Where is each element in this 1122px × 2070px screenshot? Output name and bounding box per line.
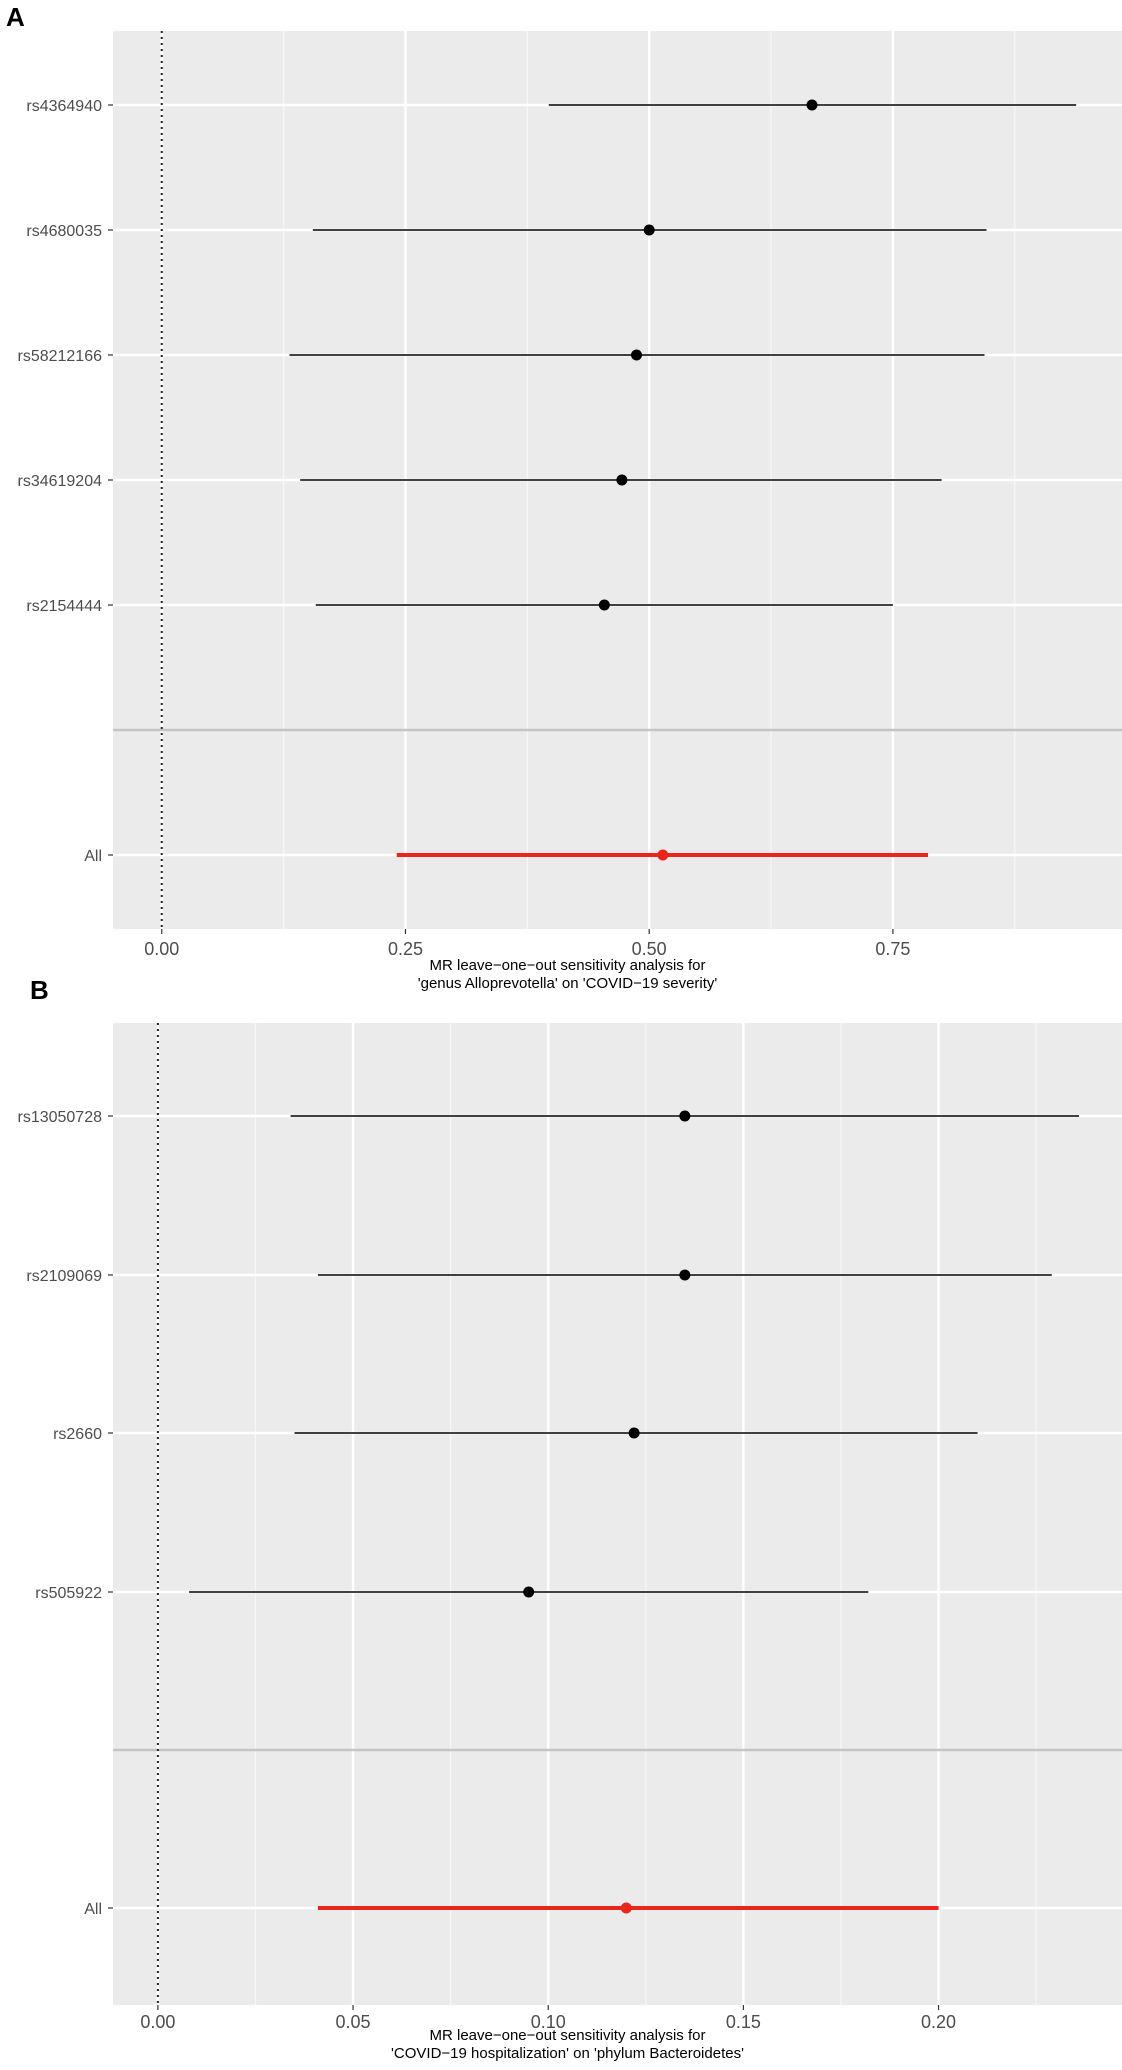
panel-a-overall-label: All — [84, 848, 102, 865]
panel-a-x-axis-label: MR leave−one−out sensitivity analysis fo… — [430, 957, 706, 974]
panel-b-x-tick-label: 0.10 — [531, 2012, 566, 2032]
panel-a-x-axis-label: 'genus Alloprevotella' on 'COVID−19 seve… — [418, 975, 718, 992]
forest-plot-a: rs4364940 rs4680035 rs58212166 rs34619204 rs… — [17, 31, 1122, 992]
panel-b-plot-background — [113, 1023, 1122, 2005]
panel-b-x-axis-label: 'COVID−19 hospitalization' on 'phylum Ba… — [391, 2045, 744, 2062]
panel-b-point-rs13050728 — [679, 1110, 691, 1122]
panel-b-overall-label: All — [84, 1901, 102, 1918]
panel-b-x-tick-label: 0.05 — [336, 2012, 371, 2032]
forest-plot-b: rs13050728 rs2109069 rs2660 rs505922 All 0.00… — [17, 1023, 1122, 2062]
panel-a-letter: A — [6, 2, 25, 32]
panel-a-point-rs2154444 — [598, 599, 610, 611]
panel-a-point-rs4364940 — [806, 99, 818, 111]
panel-b-overall-point — [620, 1902, 632, 1914]
panel-b-letter: B — [30, 975, 49, 1005]
panel-b-row-label: rs505922 — [35, 1585, 102, 1602]
panel-a-row-label: rs4680035 — [26, 223, 102, 240]
panel-a-x-tick-label: 0.75 — [875, 939, 910, 959]
panel-a-row-label: rs4364940 — [26, 98, 102, 115]
panel-b-point-rs505922 — [523, 1586, 535, 1598]
panel-a-overall-point — [657, 849, 669, 861]
panel-b-x-tick-label: 0.15 — [726, 2012, 761, 2032]
panel-b-row-label: rs2660 — [53, 1426, 102, 1443]
panel-b-x-tick-label: 0.20 — [921, 2012, 956, 2032]
panel-a-row-label: rs34619204 — [17, 473, 102, 490]
panel-a-x-tick-label: 0.50 — [632, 939, 667, 959]
panel-a-x-tick-label: 0.25 — [388, 939, 423, 959]
panel-a-row-label: rs58212166 — [17, 348, 102, 365]
panel-b-row-label: rs2109069 — [26, 1268, 102, 1285]
panel-b-row-label: rs13050728 — [17, 1109, 102, 1126]
panel-b-point-rs2660 — [628, 1427, 640, 1439]
panel-a-x-tick-label: 0.00 — [144, 939, 179, 959]
panel-b-x-tick-label: 0.00 — [140, 2012, 175, 2032]
panel-a-point-rs58212166 — [631, 349, 643, 361]
panel-b-point-rs2109069 — [679, 1269, 691, 1281]
panel-a-row-label: rs2154444 — [26, 598, 102, 615]
panel-a-point-rs4680035 — [643, 224, 655, 236]
panel-a-point-rs34619204 — [616, 474, 628, 486]
panel-b-x-axis-label: MR leave−one−out sensitivity analysis fo… — [430, 2027, 706, 2044]
